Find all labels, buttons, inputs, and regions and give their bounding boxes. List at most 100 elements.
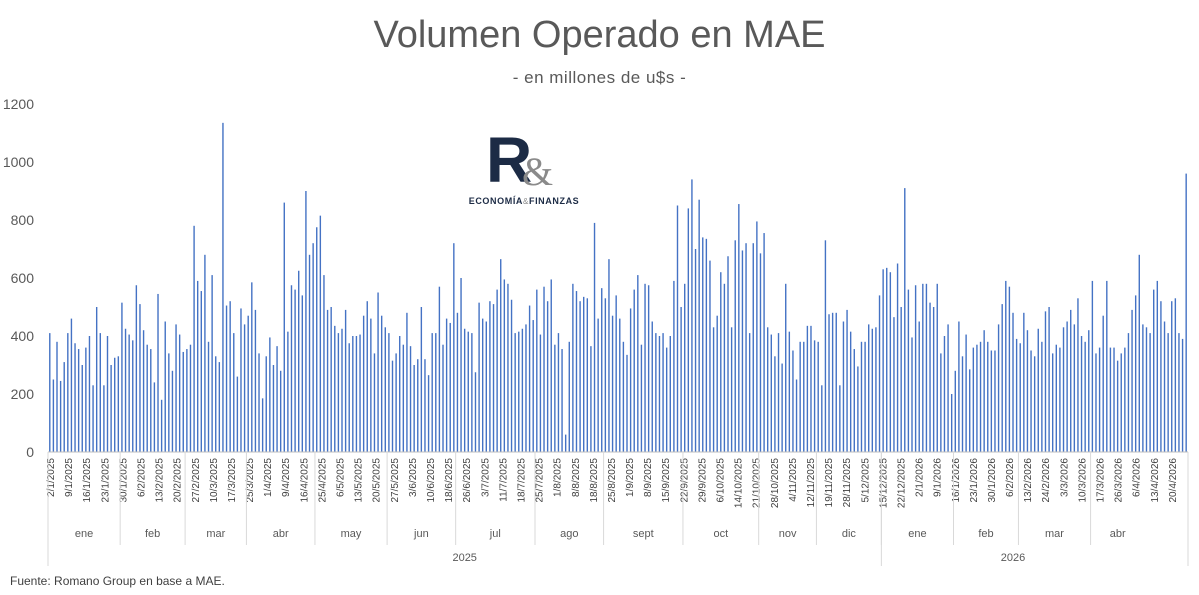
bar (117, 356, 120, 452)
bar (983, 330, 985, 452)
bar (1026, 330, 1029, 452)
bar (940, 353, 942, 452)
bar (114, 357, 116, 452)
x-tick-label: 3/7/2025 (480, 458, 491, 497)
bar (770, 334, 772, 452)
bar (813, 340, 816, 452)
bar (362, 315, 365, 452)
bar (496, 289, 498, 452)
bar (691, 179, 693, 452)
bar (442, 344, 444, 452)
bar (49, 333, 51, 452)
bar (1156, 280, 1159, 452)
month-label: abr (273, 528, 289, 540)
bar (922, 283, 924, 452)
bar (756, 221, 758, 452)
bar (889, 272, 892, 452)
bar (1095, 353, 1097, 452)
bar (341, 328, 343, 452)
bar (514, 333, 516, 452)
bar (1041, 341, 1043, 452)
bar (911, 337, 913, 452)
bar (1138, 254, 1140, 452)
x-tick-label: 17/3/2025 (227, 458, 238, 503)
bar (211, 275, 213, 452)
bar (218, 362, 221, 452)
bar (947, 324, 949, 452)
bar (972, 347, 975, 452)
bar (1131, 309, 1133, 452)
x-tick-label: 8/8/2025 (571, 458, 582, 497)
bar (52, 379, 55, 452)
bar (243, 324, 246, 452)
bar (806, 325, 809, 452)
bar (929, 302, 931, 452)
x-tick-label: 3/3/2026 (1059, 458, 1070, 497)
bar (1145, 327, 1148, 452)
bar (160, 399, 163, 452)
bar (1178, 333, 1180, 452)
bar (1055, 344, 1057, 452)
bar (323, 275, 325, 452)
month-label: feb (145, 528, 160, 540)
bar (651, 321, 653, 452)
bar (684, 283, 686, 452)
bar (597, 318, 599, 452)
bar (456, 312, 459, 452)
bar (1109, 347, 1112, 452)
bar (272, 365, 275, 452)
bar (399, 336, 401, 452)
bar (1088, 330, 1090, 452)
bar (265, 356, 267, 452)
bar (932, 307, 935, 452)
bar (990, 350, 993, 452)
logo-word-2: FINANZAS (528, 196, 580, 206)
bar (702, 237, 704, 452)
bar (763, 233, 765, 452)
bar (543, 286, 545, 452)
bar (406, 312, 408, 452)
bar (839, 385, 841, 452)
bar (997, 324, 1000, 452)
company-logo: R & ECONOMÍA&FINANZAS (469, 128, 588, 212)
bar (958, 321, 960, 452)
x-tick-label: 20/2/2025 (173, 458, 184, 503)
bar (95, 307, 98, 452)
x-tick-label: 22/9/2025 (679, 458, 690, 503)
bar (1008, 286, 1011, 452)
bar (301, 295, 304, 452)
bar (871, 328, 874, 452)
bar (1005, 280, 1007, 452)
bar (849, 331, 852, 452)
bar (611, 315, 614, 452)
bar (1062, 327, 1065, 452)
bar (853, 349, 855, 452)
bar (539, 334, 542, 452)
bar (604, 298, 607, 452)
bar (918, 321, 920, 452)
bar (337, 333, 340, 452)
x-tick-label: 21/10/2025 (752, 458, 763, 508)
y-tick-label: 0 (26, 444, 34, 460)
x-tick-label: 3/6/2025 (408, 458, 419, 497)
bar (1037, 328, 1039, 452)
bar (196, 280, 199, 452)
x-tick-label: 13/5/2025 (354, 458, 365, 503)
bar (312, 243, 314, 452)
bar (359, 334, 361, 452)
bar (445, 318, 448, 452)
bar (150, 349, 152, 452)
bar (629, 308, 632, 452)
bar (824, 240, 827, 452)
bar (564, 434, 567, 452)
bar (258, 353, 260, 452)
bar (907, 289, 910, 452)
bar (124, 328, 127, 452)
x-tick-label: 10/3/2025 (209, 458, 220, 503)
bar (976, 344, 978, 452)
bar (1077, 298, 1079, 452)
bar (1091, 280, 1094, 452)
month-label: mar (1045, 528, 1064, 540)
bar (435, 333, 437, 452)
bar (366, 301, 368, 452)
